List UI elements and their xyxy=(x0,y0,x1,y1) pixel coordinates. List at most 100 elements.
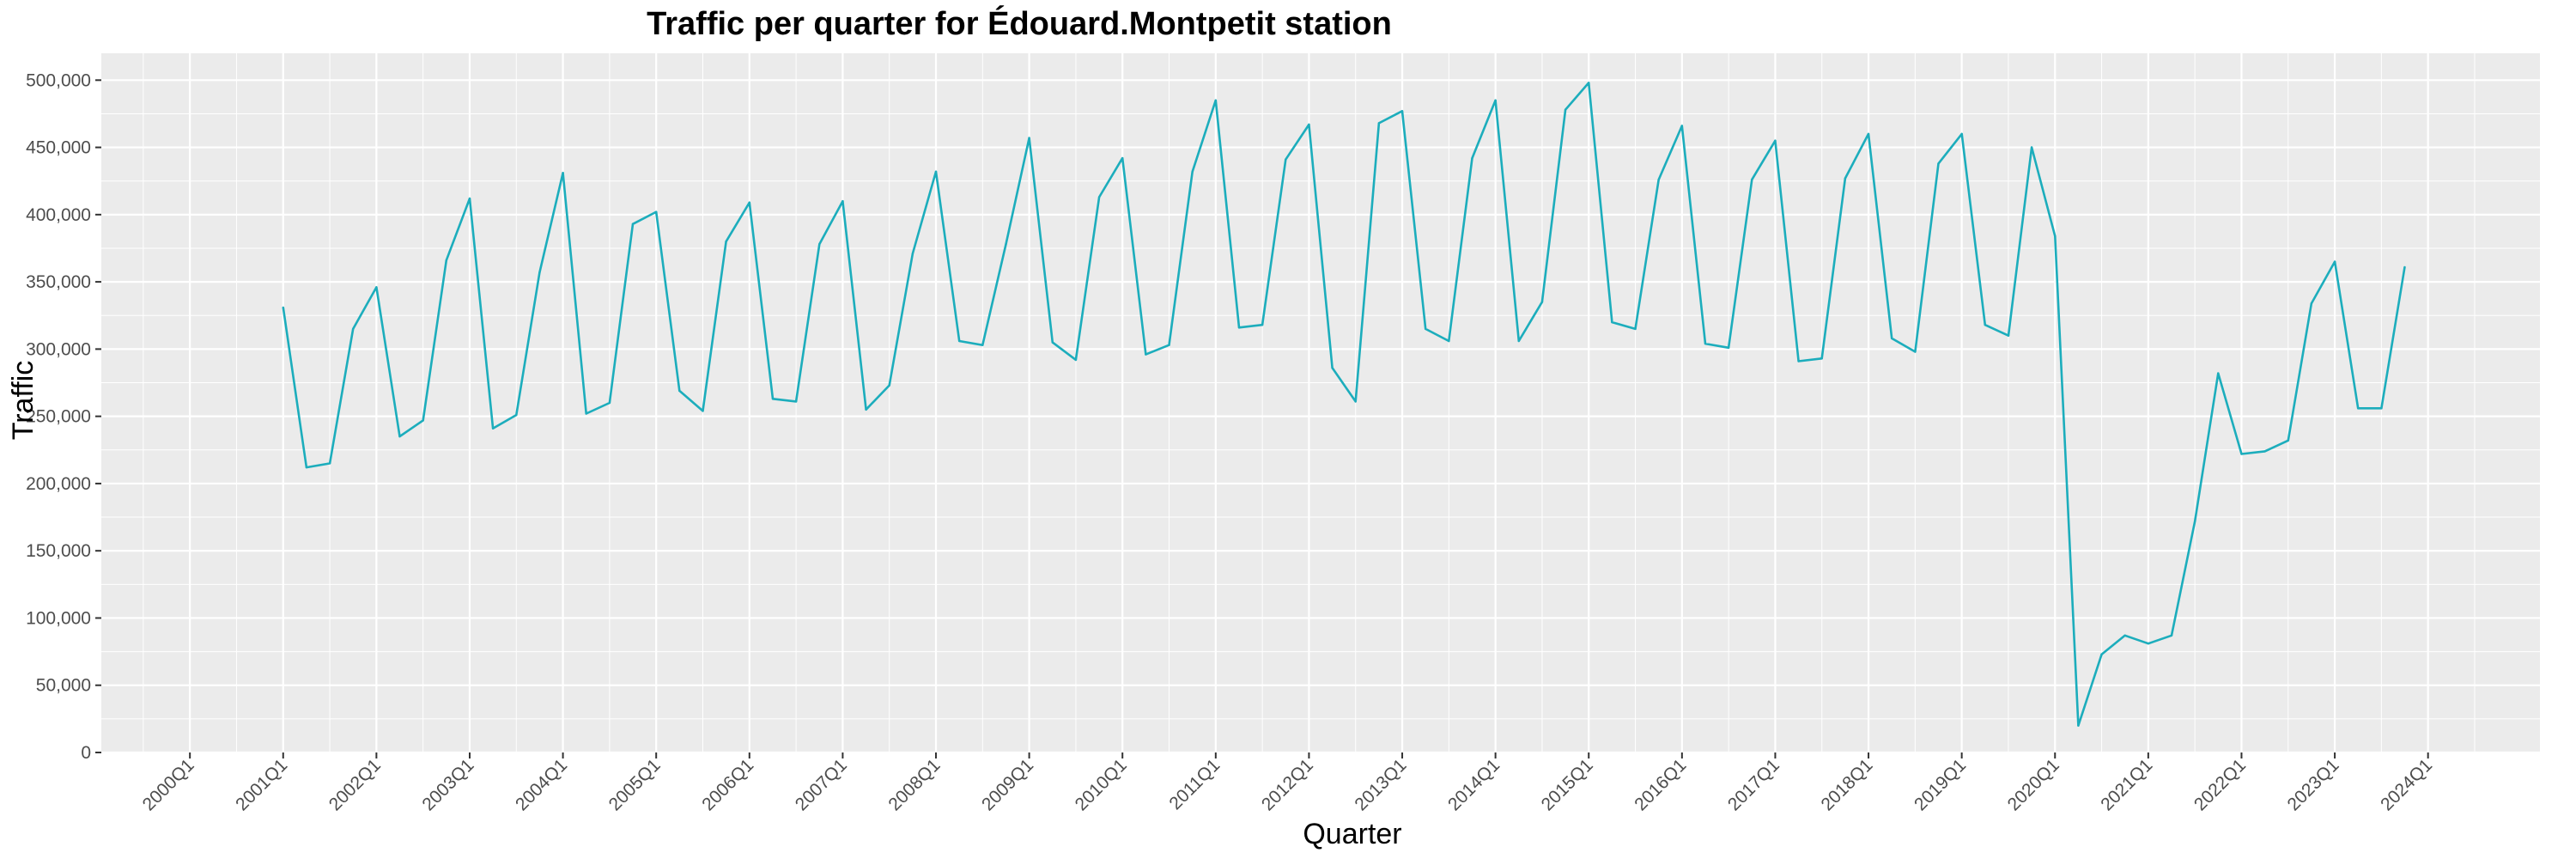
data-point xyxy=(1751,178,1753,181)
data-point xyxy=(725,241,727,243)
x-axis-title: Quarter xyxy=(1303,818,1401,850)
x-tick-label: 2012Q1 xyxy=(1258,755,1317,814)
data-point xyxy=(865,408,867,411)
x-tick-label: 2023Q1 xyxy=(2283,755,2342,814)
x-tick-label: 2006Q1 xyxy=(698,755,757,814)
data-point xyxy=(1611,320,1613,324)
data-point xyxy=(1984,324,1986,326)
data-point xyxy=(2194,520,2196,522)
data-point xyxy=(562,172,564,174)
data-point xyxy=(1867,132,1870,136)
x-tick-label: 2015Q1 xyxy=(1538,755,1597,814)
data-point xyxy=(1914,350,1917,353)
data-point xyxy=(1005,243,1007,246)
data-point xyxy=(1448,339,1450,343)
data-point xyxy=(1145,353,1147,356)
data-point xyxy=(958,339,961,343)
data-point xyxy=(1657,178,1660,181)
data-point xyxy=(678,389,681,393)
data-point xyxy=(2123,634,2126,637)
x-tick-label: 2019Q1 xyxy=(1911,755,1970,814)
data-point xyxy=(2263,450,2266,453)
data-point xyxy=(1704,342,1707,345)
data-point xyxy=(1540,301,1544,303)
data-point xyxy=(2380,407,2383,410)
data-point xyxy=(1331,367,1334,369)
data-point xyxy=(608,401,611,405)
series-line xyxy=(282,82,2406,728)
x-tick-label: 2003Q1 xyxy=(418,755,477,814)
data-point xyxy=(888,384,890,387)
x-tick-label: 2005Q1 xyxy=(605,755,665,814)
data-point xyxy=(1564,108,1567,111)
data-point xyxy=(2310,302,2313,305)
x-tick-label: 2010Q1 xyxy=(1072,755,1131,814)
data-point xyxy=(1960,132,1963,136)
data-point xyxy=(328,462,331,465)
data-point xyxy=(282,306,284,309)
y-tick-label: 500,000 xyxy=(26,70,91,90)
data-point xyxy=(1097,196,1101,198)
data-point xyxy=(422,419,424,422)
data-point xyxy=(702,410,704,412)
series-layer xyxy=(282,82,2406,728)
data-point xyxy=(1588,82,1590,84)
y-tick-label: 400,000 xyxy=(26,205,91,225)
data-point xyxy=(2007,334,2010,337)
data-point xyxy=(1214,99,1218,102)
data-point xyxy=(2100,653,2103,655)
data-point xyxy=(305,466,308,469)
data-point xyxy=(1820,357,1823,360)
plot-panel xyxy=(101,53,2540,752)
data-point xyxy=(1074,358,1078,362)
y-tick-label: 0 xyxy=(81,743,91,763)
data-point xyxy=(1121,156,1124,160)
data-point xyxy=(2240,453,2243,455)
data-point xyxy=(2357,407,2360,410)
data-point xyxy=(1891,337,1893,340)
x-tick-label: 2002Q1 xyxy=(325,755,385,814)
x-tick-label: 2020Q1 xyxy=(2004,755,2063,814)
data-point xyxy=(1400,110,1404,113)
y-tick-label: 300,000 xyxy=(26,339,91,359)
data-point xyxy=(748,201,750,204)
data-point xyxy=(352,327,355,331)
data-point xyxy=(1285,158,1287,161)
data-point xyxy=(1354,400,1357,403)
data-point xyxy=(1727,346,1730,349)
data-point xyxy=(631,222,635,225)
data-point xyxy=(1797,360,1800,362)
y-tick-label: 350,000 xyxy=(26,272,91,292)
data-point xyxy=(1774,139,1777,142)
x-tick-label: 2013Q1 xyxy=(1351,755,1410,814)
data-point xyxy=(1168,344,1170,346)
data-point xyxy=(1937,162,1940,165)
data-point xyxy=(2217,372,2220,375)
y-tick-label: 50,000 xyxy=(36,676,91,696)
x-tick-label: 2024Q1 xyxy=(2377,755,2436,814)
y-tick-label: 150,000 xyxy=(26,541,91,561)
data-point xyxy=(934,170,938,173)
data-point xyxy=(2287,439,2289,442)
x-tick-label: 2022Q1 xyxy=(2190,755,2250,814)
data-point xyxy=(1308,123,1310,126)
data-point xyxy=(1634,327,1637,331)
data-point xyxy=(981,344,984,346)
x-tick-label: 2016Q1 xyxy=(1631,755,1690,814)
x-tick-label: 2008Q1 xyxy=(884,755,944,814)
data-point xyxy=(655,210,658,213)
y-tick-label: 100,000 xyxy=(26,608,91,628)
x-tick-label: 2000Q1 xyxy=(139,755,198,814)
y-tick-label: 200,000 xyxy=(26,474,91,494)
grid-lines xyxy=(101,53,2540,754)
data-point xyxy=(771,398,775,400)
data-point xyxy=(2054,235,2057,238)
data-point xyxy=(468,197,471,200)
data-point xyxy=(2147,643,2150,645)
data-point xyxy=(445,259,447,262)
x-tick-label: 2017Q1 xyxy=(1724,755,1783,814)
data-point xyxy=(515,413,518,417)
data-point xyxy=(1844,177,1847,180)
data-point xyxy=(398,435,401,438)
data-point xyxy=(1517,339,1521,343)
